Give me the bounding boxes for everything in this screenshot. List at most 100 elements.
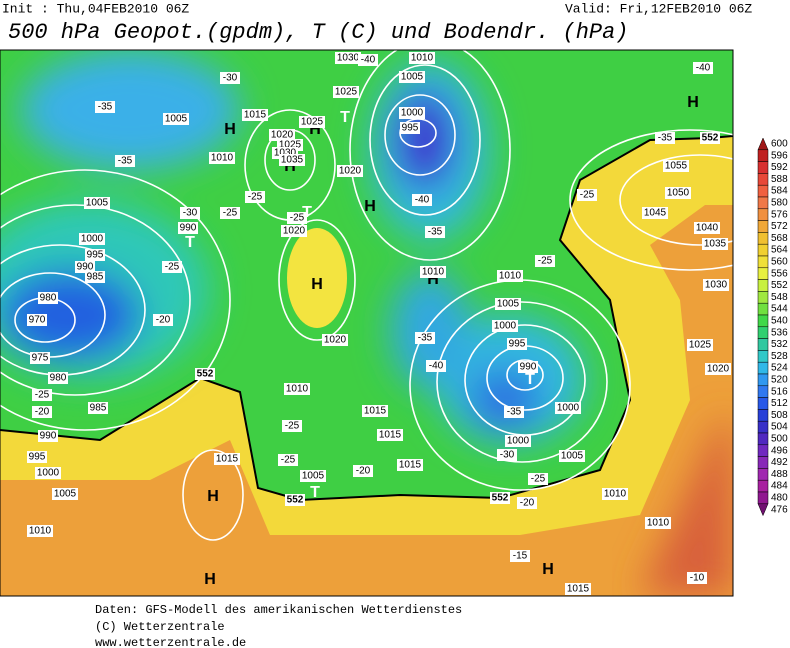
- colorbar-swatch: [757, 243, 769, 257]
- label-box: [397, 459, 423, 471]
- contour-label: 1025: [689, 340, 712, 351]
- label-box: [284, 383, 310, 395]
- contour-label: 1005: [497, 299, 520, 310]
- contour-label: 1015: [216, 454, 239, 465]
- pressure-center: T: [310, 484, 320, 501]
- colorbar-swatch: [757, 338, 769, 351]
- footer-line: (C) Wetterzentrale: [95, 620, 225, 634]
- contour-label: 552: [197, 369, 214, 380]
- contour-label: 1025: [301, 117, 324, 128]
- contour-label: 1000: [37, 468, 60, 479]
- contour-label: 1000: [401, 108, 424, 119]
- colorbar-label: 492: [771, 457, 788, 468]
- pressure-center: H: [309, 121, 321, 138]
- pressure-center: H: [364, 198, 376, 215]
- contour-label: 1055: [665, 161, 688, 172]
- label-box: [415, 332, 435, 344]
- label-box: [32, 389, 52, 401]
- colorbar-label: 504: [771, 422, 788, 433]
- colorbar-label: 520: [771, 375, 788, 386]
- colorbar-swatch: [757, 491, 769, 505]
- label-box: [687, 339, 713, 351]
- contour-label: 1005: [401, 72, 424, 83]
- contour-label: 1020: [339, 166, 362, 177]
- footer-line: www.wetterzentrale.de: [95, 636, 246, 648]
- label-box: [655, 132, 675, 144]
- pressure-center: H: [284, 158, 296, 175]
- colorbar-label: 544: [771, 304, 788, 315]
- label-box: [687, 572, 707, 584]
- label-box: [362, 405, 388, 417]
- colorbar-label: 568: [771, 233, 788, 244]
- label-box: [269, 129, 295, 141]
- contour-label: 552: [702, 133, 719, 144]
- colorbar-swatch: [757, 361, 769, 375]
- colorbar-label: 496: [771, 445, 788, 456]
- label-box: [300, 470, 326, 482]
- contour-label: -40: [361, 55, 376, 66]
- contour-label: -25: [580, 190, 595, 201]
- label-box: [38, 292, 58, 304]
- contour-label: -10: [690, 573, 705, 584]
- contour-label: 990: [40, 431, 57, 442]
- pressure-center: H: [687, 94, 699, 111]
- pressure-center: H: [207, 488, 219, 505]
- label-box: [358, 54, 378, 66]
- label-box: [95, 101, 115, 113]
- contour-label: 1005: [165, 114, 188, 125]
- label-box: [565, 583, 591, 595]
- label-box: [75, 261, 95, 273]
- label-box: [279, 154, 305, 166]
- colorbar-label: 536: [771, 327, 788, 338]
- contour-label: 1010: [647, 518, 670, 529]
- label-box: [645, 517, 671, 529]
- label-box: [27, 451, 47, 463]
- contour-label: 995: [29, 452, 46, 463]
- label-box: [220, 207, 240, 219]
- contour-label: 1020: [283, 226, 306, 237]
- label-box: [178, 222, 198, 234]
- contour-label: 1000: [507, 436, 530, 447]
- label-box: [214, 453, 240, 465]
- colorbar-swatch: [757, 503, 769, 517]
- pressure-center: T: [185, 234, 195, 251]
- contour-label: -25: [281, 455, 296, 466]
- contour-label: -25: [223, 208, 238, 219]
- colorbar-label: 572: [771, 221, 788, 232]
- label-box: [163, 113, 189, 125]
- contour-label: -15: [513, 551, 528, 562]
- label-box: [278, 454, 298, 466]
- label-box: [528, 473, 548, 485]
- cold-areas: [0, 50, 585, 445]
- colorbar-label: 564: [771, 245, 788, 256]
- label-box: [353, 465, 373, 477]
- contour-label: 995: [402, 123, 419, 134]
- label-box: [337, 165, 363, 177]
- label-box: [505, 435, 531, 447]
- contour-label: 990: [77, 262, 94, 273]
- colorbar-swatch: [757, 373, 769, 387]
- contour-label: -25: [35, 390, 50, 401]
- contour-label: -20: [156, 315, 171, 326]
- contour-label: 1000: [494, 321, 517, 332]
- contour-label: -25: [285, 421, 300, 432]
- contour-label: 1030: [705, 280, 728, 291]
- label-box: [38, 430, 58, 442]
- label-box: [30, 352, 50, 364]
- contour-label: 1000: [557, 403, 580, 414]
- contour-label: 1010: [422, 267, 445, 278]
- contour-label: 1005: [561, 451, 584, 462]
- pressure-center: T: [302, 204, 312, 221]
- contour-552: [0, 135, 733, 502]
- contour-label: 1015: [567, 584, 590, 595]
- label-box: [642, 207, 668, 219]
- contour-label: 1010: [604, 489, 627, 500]
- label-box: [700, 132, 720, 144]
- label-box: [518, 361, 538, 373]
- pressure-center: H: [224, 121, 236, 138]
- contour-label: 1040: [696, 223, 719, 234]
- label-box: [335, 52, 361, 64]
- pressure-center: H: [204, 571, 216, 588]
- colorbar-label: 552: [771, 280, 788, 291]
